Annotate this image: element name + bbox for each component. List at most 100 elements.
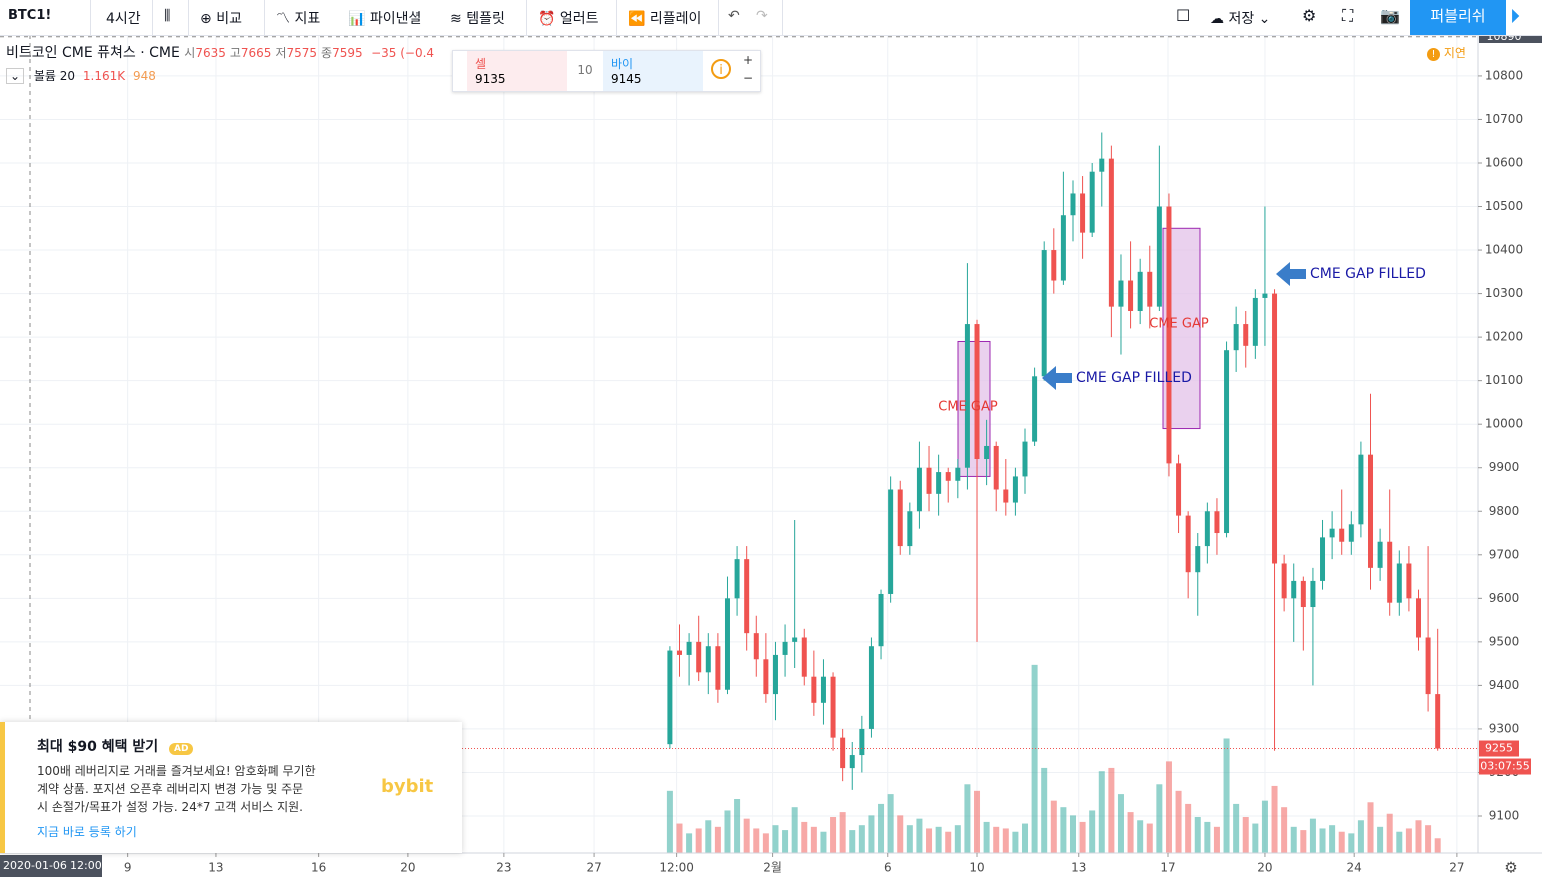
- candle-body: [1108, 158, 1114, 307]
- volume-bar: [1146, 823, 1153, 853]
- indicators-button[interactable]: 〽 지표: [276, 11, 321, 27]
- plus-button[interactable]: +: [743, 53, 754, 67]
- order-panel: 셀 9135 10 바이 9145 i + −: [452, 50, 761, 92]
- separator: [616, 0, 617, 35]
- volume-bar: [676, 823, 683, 853]
- volume-bar: [897, 815, 904, 853]
- candle-body: [782, 641, 788, 655]
- candle-body: [1128, 280, 1134, 312]
- candle-body: [772, 654, 778, 695]
- volume-bar: [830, 817, 837, 853]
- candle-body: [916, 467, 922, 512]
- sell-button[interactable]: 셀 9135: [467, 51, 567, 91]
- volume-bar: [878, 803, 885, 853]
- x-tick-label: 6: [884, 861, 892, 875]
- volume-bar: [782, 830, 789, 853]
- quantity[interactable]: 10: [577, 63, 593, 77]
- collapse-button[interactable]: ⌄: [6, 68, 25, 84]
- candle-body: [1185, 515, 1191, 573]
- volume-bar: [1386, 813, 1393, 853]
- y-tick-label: 9400: [1489, 678, 1520, 692]
- volume-bar: [734, 799, 741, 853]
- ohlc-value: 7635: [195, 46, 226, 60]
- ad-line: 시 손절가/목표가 설정 가능. 24*7 고객 서비스 지원.: [37, 800, 303, 814]
- buy-label: 바이: [611, 57, 634, 71]
- minus-button[interactable]: −: [743, 71, 754, 85]
- fullscreen-button[interactable]: ⛶: [1342, 6, 1354, 25]
- candle-body: [1310, 580, 1316, 608]
- x-tick-label: 9: [124, 861, 132, 875]
- save-button[interactable]: ☁ 저장 ⌄: [1210, 11, 1271, 27]
- volume-bar: [916, 818, 923, 853]
- ad-body: 100배 레버리지로 거래를 즐겨보세요! 암호화폐 무기한 계약 상품. 포지…: [37, 762, 316, 816]
- financials-button[interactable]: 📊 파이낸셜: [348, 11, 422, 27]
- x-tick-label: 17: [1160, 861, 1175, 875]
- volume-bar: [1089, 810, 1096, 853]
- buy-price: 9145: [611, 72, 642, 86]
- symbol[interactable]: BTC1!: [8, 8, 52, 23]
- gap-label: CME GAP: [938, 400, 998, 415]
- compare-label: 비교: [216, 11, 242, 27]
- chart-style-icon[interactable]: ⫼: [164, 8, 171, 24]
- candle-body: [1089, 171, 1095, 233]
- volume-bar: [1367, 802, 1374, 853]
- volume-bar: [1223, 738, 1230, 853]
- redo-button[interactable]: ↷: [756, 8, 768, 24]
- volume-bar: [753, 828, 760, 853]
- candle-body: [1425, 637, 1431, 695]
- candle-body: [984, 445, 990, 460]
- candle-body: [1195, 546, 1201, 573]
- replay-button[interactable]: ⏪ 리플레이: [628, 11, 702, 27]
- volume-bar: [887, 794, 894, 853]
- annotation: CME GAP FILLED: [1076, 370, 1192, 386]
- compare-button[interactable]: ⊕ 비교: [200, 11, 242, 27]
- volume-bar: [791, 807, 798, 853]
- crosshair-time-box: [0, 855, 102, 877]
- snapshot-button[interactable]: 📷: [1380, 6, 1400, 25]
- axis-settings[interactable]: ⚙: [1504, 859, 1517, 877]
- candle-body: [1300, 580, 1306, 608]
- ad-banner: 최대 $90 혜택 받기 AD 100배 레버리지로 거래를 즐겨보세요! 암호…: [0, 722, 462, 853]
- volume-bar: [983, 821, 990, 853]
- candle-body: [1166, 206, 1172, 464]
- candle-body: [1272, 293, 1278, 564]
- candle-body: [1204, 511, 1210, 547]
- publish-button[interactable]: 퍼블리쉬: [1410, 0, 1506, 35]
- ad-cta[interactable]: 지금 바로 등록 하기: [37, 825, 137, 839]
- ohlc-label: 시: [184, 46, 196, 60]
- buy-button[interactable]: 바이 9145: [603, 51, 703, 91]
- info-icon[interactable]: i: [711, 59, 731, 79]
- play-button[interactable]: ⏵: [1510, 4, 1520, 28]
- alerts-button[interactable]: ⏰ 얼러트: [538, 11, 599, 27]
- annotation: CME GAP FILLED: [1310, 266, 1426, 282]
- volume-bar: [772, 825, 779, 853]
- y-tick-label: 10600: [1485, 155, 1523, 169]
- separator: [526, 0, 527, 35]
- settings-button[interactable]: ⚙: [1302, 6, 1317, 25]
- x-tick-label: 23: [496, 861, 511, 875]
- volume-bar: [1041, 767, 1048, 853]
- sell-price: 9135: [475, 72, 506, 86]
- candle-body: [1080, 193, 1086, 233]
- y-tick-label: 10800: [1485, 68, 1523, 82]
- candle-body: [792, 637, 798, 642]
- candle-body: [1214, 511, 1220, 534]
- layout-button[interactable]: ☐: [1176, 6, 1191, 25]
- candle-body: [744, 559, 750, 634]
- volume-bar: [1156, 784, 1163, 853]
- interval[interactable]: 4시간: [106, 11, 141, 27]
- volume-bar: [839, 812, 846, 853]
- templates-button[interactable]: ≋ 템플릿: [450, 11, 505, 27]
- y-tick-label: 9900: [1489, 460, 1520, 474]
- ad-brand[interactable]: bybit: [381, 776, 434, 797]
- y-tick-label: 10700: [1485, 112, 1523, 126]
- volume-bar: [1415, 820, 1422, 853]
- undo-button[interactable]: ↶: [728, 8, 740, 24]
- volume-bar: [1117, 794, 1124, 853]
- volume-bar: [1319, 828, 1326, 853]
- candle-body: [696, 641, 702, 673]
- alerts-label: 얼러트: [559, 11, 599, 27]
- ohlc-value: 7665: [240, 46, 272, 60]
- volume-bar: [1357, 820, 1364, 853]
- volume-bar: [724, 810, 731, 853]
